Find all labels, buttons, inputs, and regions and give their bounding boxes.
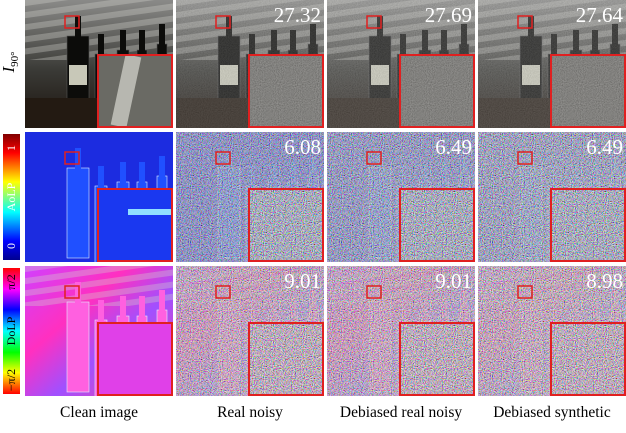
psnr-score: 6.49 xyxy=(435,135,472,159)
psnr-score: 27.32 xyxy=(274,3,321,27)
bottle-neck xyxy=(120,162,126,184)
inset-noise xyxy=(249,323,323,395)
image-cell: 6.49 xyxy=(478,132,626,276)
inset-noise-clip xyxy=(249,323,323,395)
column-label: Real noisy xyxy=(217,404,283,421)
bottle xyxy=(67,168,89,258)
psnr-score: 6.49 xyxy=(586,135,623,159)
bottle-neck xyxy=(139,296,145,318)
colorbar-label: DoLP xyxy=(4,316,18,345)
image-cell: 27.69 xyxy=(327,0,475,144)
image-cell: 6.49 xyxy=(327,132,475,276)
inset-noise xyxy=(249,189,323,261)
inset-noise-clip xyxy=(551,55,625,127)
bottle-neck xyxy=(120,296,126,318)
row-label: I90° xyxy=(0,51,21,73)
inset-noise xyxy=(551,189,625,261)
bottle-neck xyxy=(139,30,145,52)
psnr-score: 9.01 xyxy=(435,269,472,293)
inset-streak xyxy=(128,209,172,215)
inset-noise-clip xyxy=(400,323,474,395)
image-cell xyxy=(25,132,173,276)
inset-noise xyxy=(551,323,625,395)
colorbar: π/2 DoLP −π/2 xyxy=(3,268,20,394)
psnr-score: 27.64 xyxy=(576,3,624,27)
image-cell: 6.08 xyxy=(176,132,324,276)
bottle-neck xyxy=(98,34,104,56)
inset-noise xyxy=(400,55,474,127)
psnr-score: 27.69 xyxy=(425,3,472,27)
bottle-neck xyxy=(75,16,81,38)
bottle-neck xyxy=(139,162,145,184)
colorbar-label: 1 xyxy=(4,145,18,151)
bottle-neck xyxy=(159,24,165,46)
zoom-inset xyxy=(98,189,172,261)
colorbar-label: −π/2 xyxy=(4,369,18,391)
image-cell: 9.01 xyxy=(327,266,475,410)
inset-noise xyxy=(551,55,625,127)
image-cell xyxy=(25,266,173,410)
inset-noise-clip xyxy=(400,189,474,261)
psnr-score: 8.98 xyxy=(586,269,623,293)
inset-noise xyxy=(400,189,474,261)
colorbar: 1 AoLP 0 xyxy=(3,134,20,260)
psnr-score: 9.01 xyxy=(284,269,321,293)
bottle xyxy=(67,302,89,392)
bottle-neck xyxy=(98,300,104,322)
column-label: Clean image xyxy=(60,404,138,421)
zoom-inset xyxy=(98,323,172,395)
bottle-neck xyxy=(120,30,126,52)
colorbar-label: AoLP xyxy=(4,182,18,211)
inset-noise-clip xyxy=(551,323,625,395)
inset-noise xyxy=(249,55,323,127)
image-cell: 9.01 xyxy=(176,266,324,410)
inset-noise-clip xyxy=(400,55,474,127)
bottle-neck xyxy=(98,166,104,188)
bottle-neck xyxy=(159,290,165,312)
colorbar-label: 0 xyxy=(4,243,18,249)
image-cell xyxy=(25,0,173,144)
image-cell: 8.98 xyxy=(478,266,626,410)
psnr-score: 6.08 xyxy=(284,135,321,159)
inset-noise xyxy=(400,323,474,395)
image-cell: 27.32 xyxy=(176,0,324,144)
colorbar-label: π/2 xyxy=(4,274,18,289)
bottle-neck xyxy=(159,156,165,178)
inset-noise-clip xyxy=(551,189,625,261)
label xyxy=(69,65,87,85)
image-cell: 27.64 xyxy=(478,0,626,144)
column-label: Debiased synthetic xyxy=(493,404,611,421)
inset-noise-clip xyxy=(249,189,323,261)
figure: I90° 1 AoLP 0 π/2 DoLP −π/2 27.32 27.69 27.64 6.0… xyxy=(0,0,626,428)
column-label: Debiased real noisy xyxy=(340,404,462,421)
inset-noise-clip xyxy=(249,55,323,127)
